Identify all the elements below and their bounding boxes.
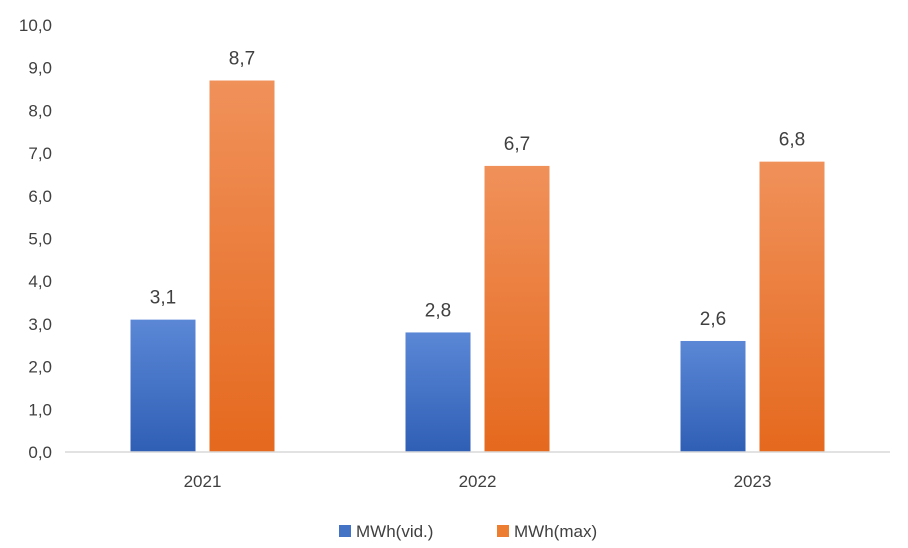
y-tick-label: 9,0	[28, 59, 52, 78]
bars	[130, 80, 825, 452]
data-labels: 3,1 8,7 2,8 6,7 2,6 6,8	[150, 49, 805, 330]
y-axis-ticks: 0,0 1,0 2,0 3,0 4,0 5,0 6,0 7,0 8,0 9,0 10,0	[19, 16, 52, 462]
y-tick-label: 2,0	[28, 358, 52, 377]
bar-mwh-vid-2023	[680, 340, 746, 452]
y-tick-label: 7,0	[28, 144, 52, 163]
legend-label-mwh-max: MWh(max)	[514, 522, 597, 541]
legend-label-mwh-vid: MWh(vid.)	[356, 522, 433, 541]
y-tick-label: 3,0	[28, 315, 52, 334]
y-tick-label: 4,0	[28, 272, 52, 291]
data-label: 2,8	[425, 300, 451, 321]
x-axis-ticks: 2021 2022 2023	[184, 472, 772, 491]
y-tick-label: 0,0	[28, 443, 52, 462]
x-tick-label: 2021	[184, 472, 222, 491]
data-label: 3,1	[150, 288, 176, 309]
legend-swatch-mwh-vid	[339, 525, 351, 537]
y-tick-label: 8,0	[28, 101, 52, 120]
legend: MWh(vid.) MWh(max)	[339, 522, 597, 541]
bar-mwh-max-2022	[484, 165, 550, 452]
bar-mwh-max-2021	[209, 80, 275, 452]
y-tick-label: 1,0	[28, 400, 52, 419]
x-tick-label: 2023	[734, 472, 772, 491]
y-tick-label: 5,0	[28, 230, 52, 249]
data-label: 2,6	[700, 309, 726, 330]
x-tick-label: 2022	[459, 472, 497, 491]
bar-mwh-max-2023	[759, 161, 825, 452]
data-label: 8,7	[229, 49, 255, 70]
y-tick-label: 10,0	[19, 16, 52, 35]
bar-mwh-vid-2022	[405, 332, 471, 452]
data-label: 6,7	[504, 134, 530, 155]
bar-mwh-vid-2021	[130, 319, 196, 452]
data-label: 6,8	[779, 130, 805, 151]
legend-swatch-mwh-max	[497, 525, 509, 537]
y-tick-label: 6,0	[28, 187, 52, 206]
